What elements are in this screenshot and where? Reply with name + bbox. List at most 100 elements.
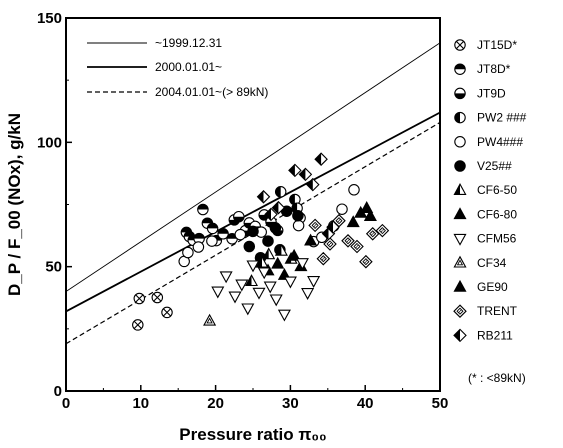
- legend-label: RB211: [477, 328, 513, 342]
- legend-marker: [453, 328, 467, 343]
- data-point-cf6-50: [255, 255, 269, 268]
- data-point-jt8d: [197, 203, 209, 216]
- data-point-pw4: [206, 235, 218, 247]
- legend-marker: [453, 255, 467, 268]
- legend-marker: [453, 233, 467, 246]
- data-point-cfm56: [301, 288, 315, 300]
- plot-frame: [65, 17, 441, 392]
- data-point-pw4: [192, 241, 205, 253]
- x-axis-title: Pressure ratio π₀₀: [179, 425, 326, 444]
- data-point-rb211: [271, 200, 286, 215]
- data-point-v25: [292, 209, 304, 222]
- data-point-rb211: [256, 190, 271, 204]
- data-point-trent: [316, 251, 331, 266]
- legend-line-label: 2004.01.01~(> 89kN): [155, 85, 268, 99]
- data-point-v25: [262, 235, 274, 247]
- data-points: [132, 152, 390, 331]
- plot-area: [65, 17, 441, 392]
- data-point-pw4: [182, 246, 194, 259]
- data-point-jt15d: [161, 306, 173, 319]
- data-point-cfm56: [263, 281, 277, 294]
- data-point-cf34: [203, 313, 217, 326]
- data-point-cfm56: [211, 286, 225, 299]
- legend-label: JT9D: [477, 86, 506, 100]
- data-point-trent: [350, 239, 364, 254]
- data-point-jt15d: [132, 319, 144, 331]
- data-point-cfm56: [235, 279, 249, 292]
- legend-marker: [454, 111, 466, 124]
- data-point-pw4: [336, 203, 348, 215]
- legend-marker: [454, 87, 466, 100]
- data-point-cf6-80: [287, 248, 301, 261]
- data-point-trent: [341, 234, 355, 248]
- legend-label: PW2 ###: [477, 111, 527, 125]
- legend-marker: [453, 183, 467, 195]
- data-point-pw2: [274, 186, 287, 198]
- data-point-pw2: [289, 193, 301, 206]
- data-point-rb211: [314, 152, 328, 166]
- data-point-pw4: [348, 184, 360, 196]
- data-point-cfm56: [252, 287, 266, 300]
- legend-label: CFM56: [477, 232, 517, 246]
- data-point-cfm56: [283, 276, 297, 289]
- data-point-rb211: [288, 163, 302, 178]
- x-tick-label: 0: [62, 395, 70, 412]
- legend-label: PW4###: [477, 135, 523, 149]
- legend-marker: [454, 39, 466, 51]
- data-point-cfm56: [307, 276, 321, 288]
- data-point-v25: [247, 225, 259, 238]
- data-point-jt8d: [193, 232, 205, 245]
- legend-marker: [453, 207, 467, 220]
- data-point-jt15d: [133, 292, 146, 305]
- axis-ticks: 0 10 20 30 40 50 0 50 100 150: [37, 10, 448, 412]
- data-point-ge90: [346, 215, 360, 228]
- data-point-v25: [269, 222, 282, 234]
- y-tick-label: 0: [54, 383, 62, 400]
- data-point-trent: [308, 218, 322, 233]
- data-point-cfm56: [277, 309, 291, 322]
- legend-line-label: ~1999.12.31: [155, 36, 222, 50]
- data-point-rb211: [326, 220, 340, 234]
- data-point-jt9d: [233, 210, 245, 223]
- data-point-cf6-50: [274, 243, 288, 256]
- data-point-trent: [365, 227, 380, 241]
- data-point-cfm56: [219, 271, 233, 284]
- line-legend: ~1999.12.31 2000.01.01~ 2004.01.01~(> 89kN…: [87, 36, 268, 99]
- legend-label: JT15D*: [477, 38, 517, 52]
- data-point-trent: [375, 223, 390, 238]
- data-point-cf6-80: [304, 233, 318, 246]
- marker-legend: JT15D* JT8D* JT9D PW2 ### PW4### V25## CF6-50 C…: [453, 38, 527, 385]
- data-point-cfm56: [269, 294, 283, 307]
- y-tick-label: 100: [37, 134, 62, 151]
- data-point-pw4: [234, 228, 247, 241]
- legend-line-label: 2000.01.01~: [155, 60, 222, 74]
- x-tick-label: 20: [207, 395, 224, 412]
- legend-label: GE90: [477, 280, 508, 294]
- axis-labels: Pressure ratio π₀₀ D_P / F_00 (NOx), g/kN: [5, 113, 327, 444]
- data-point-cf6-80: [271, 256, 285, 269]
- data-point-trent: [359, 254, 373, 269]
- data-point-cfm56: [257, 267, 271, 280]
- data-point-cfm56: [246, 260, 260, 273]
- y-tick-label: 150: [37, 10, 62, 27]
- data-point-v25: [243, 240, 256, 253]
- legend-marker: [454, 160, 466, 172]
- reference-line: [66, 42, 440, 292]
- data-point-cf6-50: [262, 247, 276, 260]
- legend-marker: [453, 279, 467, 292]
- data-point-trent: [323, 237, 337, 251]
- data-point-rb211: [306, 177, 320, 192]
- x-tick-label: 40: [357, 395, 374, 412]
- data-point-jt15d: [151, 291, 164, 304]
- data-point-cf6-50: [244, 274, 259, 287]
- data-point-cfm56: [295, 258, 309, 271]
- legend-marker: [453, 304, 467, 318]
- legend-label: CF34: [477, 256, 507, 270]
- data-point-jt8d: [217, 228, 229, 240]
- legend-marker: [454, 136, 466, 148]
- legend-label: CF6-80: [477, 207, 517, 221]
- data-point-pw4: [292, 219, 305, 232]
- reference-line: [66, 111, 440, 313]
- data-point-rb211: [298, 167, 313, 182]
